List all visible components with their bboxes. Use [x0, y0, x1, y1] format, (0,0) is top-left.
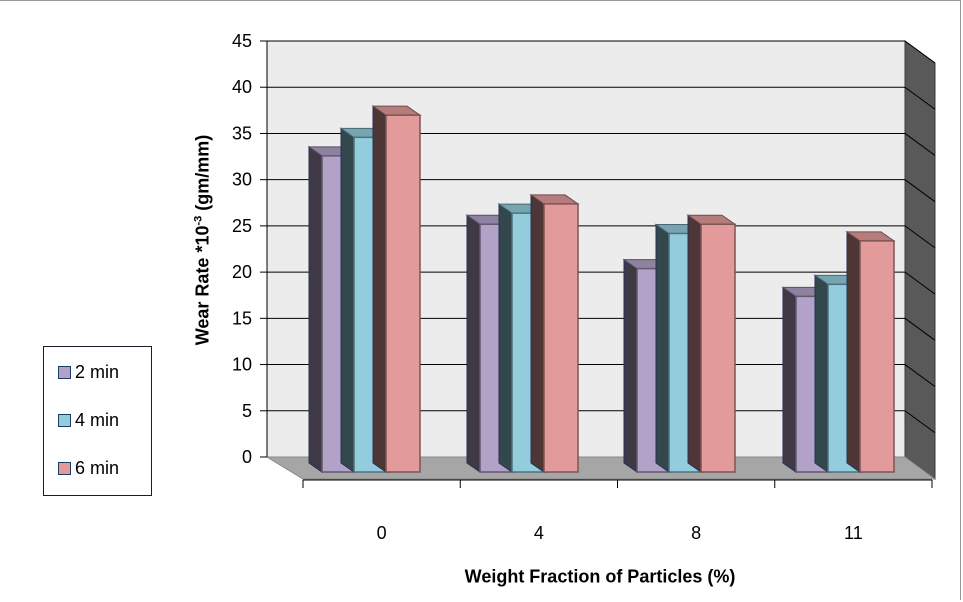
gridline-side	[904, 179, 936, 203]
bar-side	[623, 258, 638, 473]
y-tick-label: 45	[232, 31, 252, 51]
gridline-side	[904, 317, 936, 341]
gridline-side	[904, 271, 936, 295]
gridline-side	[904, 410, 936, 434]
legend-item-2min: 2 min	[58, 361, 119, 383]
bar-side	[814, 274, 829, 473]
x-tick-label: 4	[534, 523, 544, 543]
bar-side	[655, 223, 670, 473]
gridline-side	[904, 364, 936, 387]
bar-side	[372, 105, 387, 473]
bar-front	[385, 114, 421, 473]
y-tick-label: 25	[232, 216, 252, 236]
x-axis-title: Weight Fraction of Particles (%)	[464, 566, 736, 587]
bar	[845, 230, 896, 473]
bar	[686, 214, 737, 473]
side-wall	[904, 40, 936, 480]
tick-labels: 0 5 10 15 20 25 30 35 40 45 0 4 8 11	[232, 31, 863, 543]
bar	[371, 105, 422, 473]
legend-label: 2 min	[75, 361, 120, 382]
y-tick-label: 20	[232, 262, 252, 282]
gridline-side	[904, 40, 936, 64]
x-tick-label: 8	[691, 523, 701, 543]
axes	[260, 40, 933, 488]
y-tick-label: 5	[242, 401, 252, 421]
x-tick-label: 0	[377, 523, 387, 543]
bar	[529, 193, 580, 473]
legend-swatch	[58, 413, 71, 427]
bar-side	[308, 145, 323, 473]
bar-side	[846, 230, 861, 473]
bar-front	[543, 203, 579, 473]
bar-side	[498, 203, 513, 473]
y-axis-title: Wear Rate *10-3 (gm/mm)	[192, 134, 213, 346]
legend-swatch	[58, 365, 71, 379]
gridline-side	[904, 86, 936, 110]
bar-front	[700, 223, 736, 473]
y-tick-label: 40	[232, 77, 252, 97]
y-tick-label: 30	[232, 170, 252, 190]
legend-label: 6 min	[75, 457, 120, 478]
y-tick-label: 15	[232, 308, 252, 328]
legend-label: 4 min	[75, 409, 120, 430]
gridline-side	[904, 225, 936, 249]
y-tick-label: 10	[232, 355, 252, 375]
bar-side	[466, 214, 481, 473]
y-tick-label: 35	[232, 123, 252, 143]
legend: 2 min 4 min 6 min	[43, 346, 152, 496]
y-tick-label: 0	[242, 447, 252, 467]
bar-front	[859, 240, 895, 473]
bars	[307, 105, 896, 473]
legend-item-4min: 4 min	[58, 409, 119, 431]
bar-side	[530, 193, 545, 473]
legend-swatch	[58, 461, 71, 475]
x-tick-label: 11	[844, 523, 863, 543]
bar-side	[687, 214, 702, 473]
gridline-side	[904, 133, 936, 156]
legend-item-6min: 6 min	[58, 457, 119, 479]
bar-side	[340, 127, 355, 473]
bar-side	[782, 286, 797, 473]
